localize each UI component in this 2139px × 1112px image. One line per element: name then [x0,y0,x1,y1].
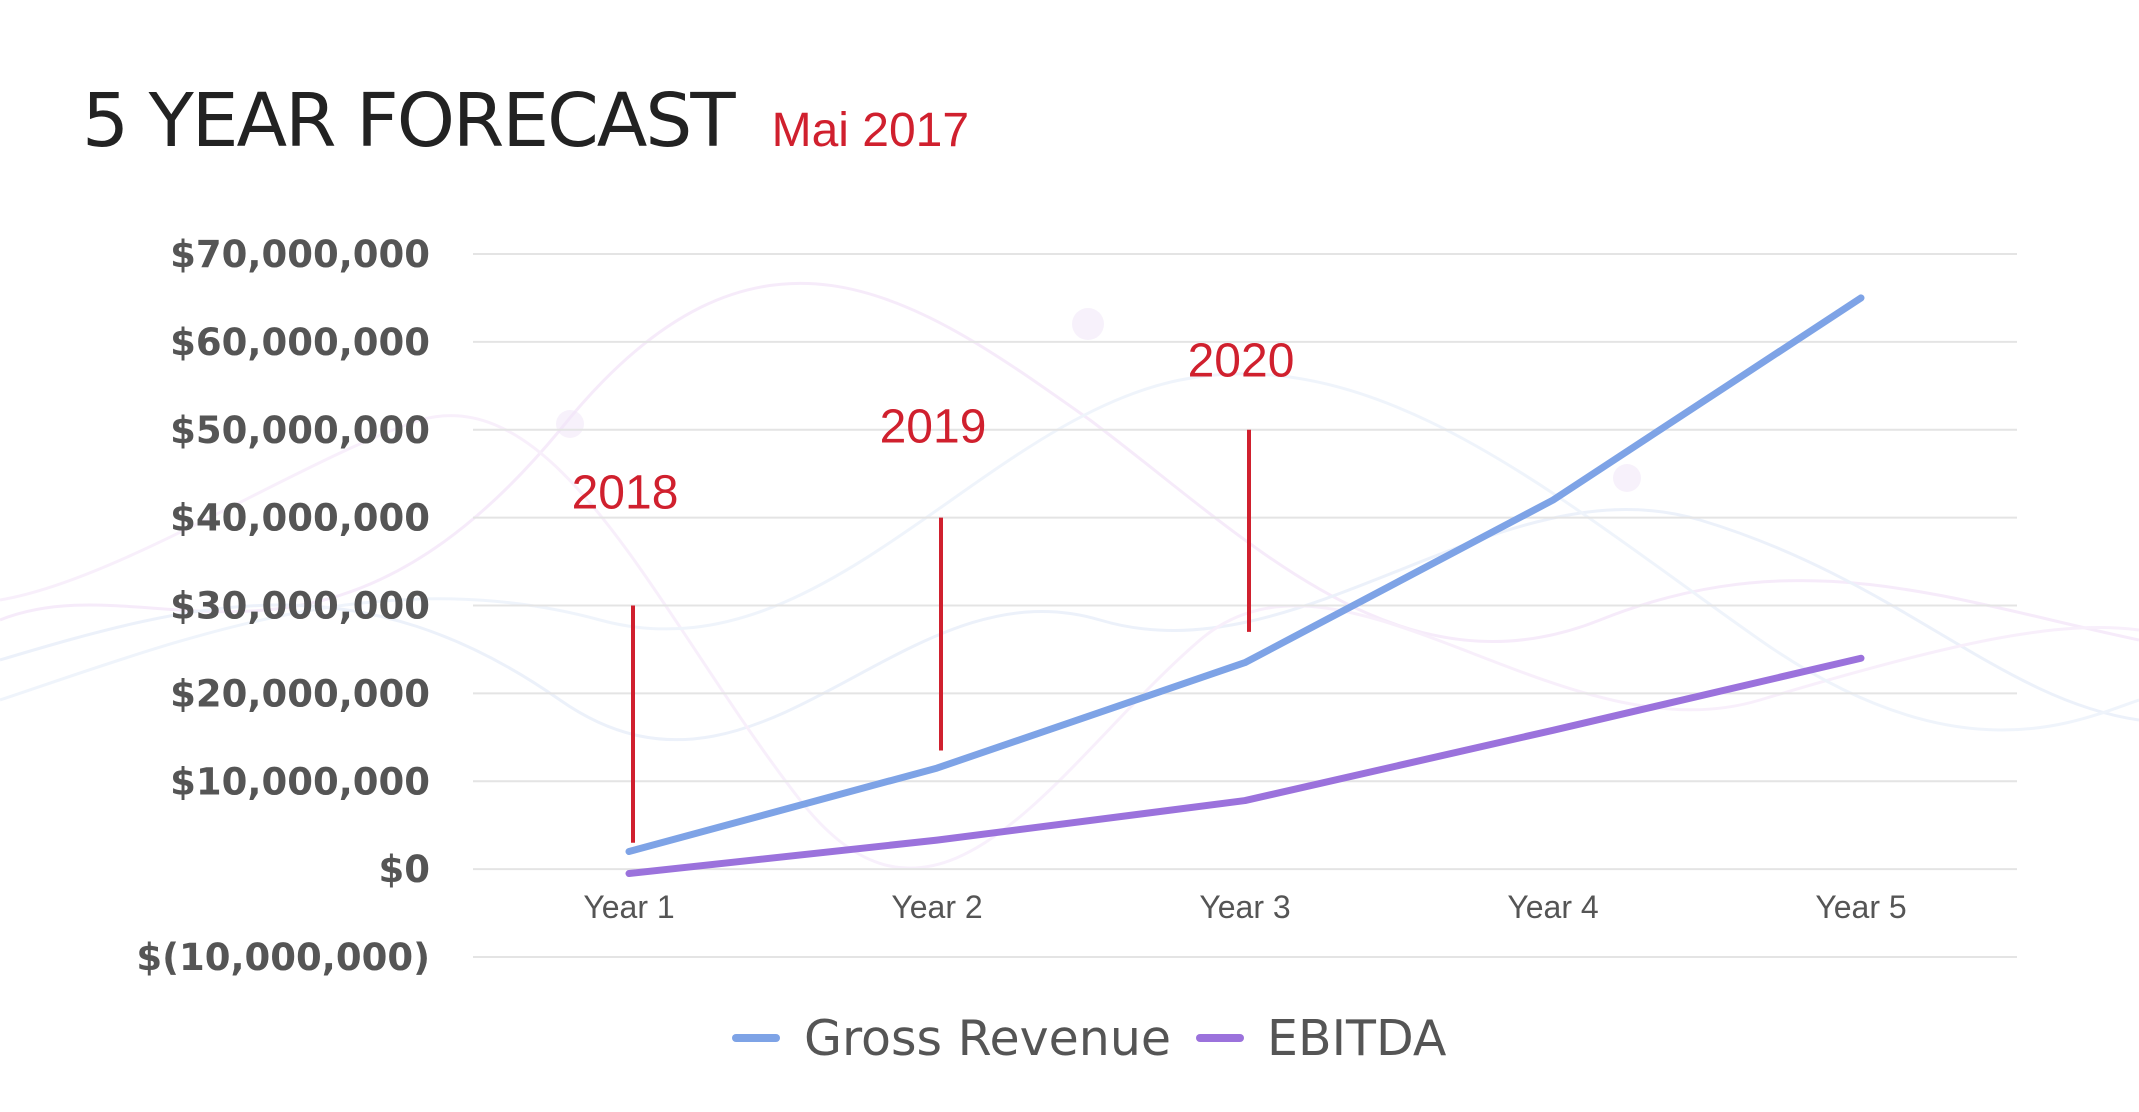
y-tick-label: $70,000,000 [170,233,430,276]
bg-wave-4 [0,372,2139,732]
y-tick-label: $40,000,000 [170,497,430,540]
y-tick-label: $20,000,000 [170,672,430,715]
legend-label: Gross Revenue [804,1010,1171,1067]
y-tick-label: $0 [379,848,431,891]
annotations: 2018 2019 2020 [572,334,1295,843]
bg-wave-2 [0,508,2139,742]
bg-dot-1 [556,410,584,438]
legend-label: EBITDA [1267,1010,1447,1067]
x-tick-label: Year 3 [1199,889,1290,925]
y-tick-label: $60,000,000 [170,321,430,364]
page-title: 5 YEAR FORECAST [82,78,736,164]
bg-wave-3 [0,414,2139,870]
x-tick-label: Year 2 [891,889,982,925]
grid-lines [473,253,2017,958]
series-lines [625,294,1865,878]
x-tick-label: Year 5 [1815,889,1906,925]
series-line-ebitda [625,654,1865,878]
x-tick-label: Year 4 [1507,889,1598,925]
annotation-label: 2019 [880,400,987,453]
y-tick-label: $10,000,000 [170,760,430,803]
annotation-label: 2018 [572,466,679,519]
annotation-label: 2020 [1188,334,1295,387]
series-line-gross-revenue [625,294,1865,856]
bg-dot-3 [1613,464,1641,492]
x-axis-labels: Year 1 Year 2 Year 3 Year 4 Year 5 [583,889,1906,925]
y-axis-labels: $70,000,000 $60,000,000 $50,000,000 $40,000… [136,233,430,979]
legend: Gross Revenue EBITDA [732,1010,1447,1067]
x-tick-label: Year 1 [583,889,674,925]
title-block: 5 YEAR FORECAST Mai 2017 [82,78,969,164]
y-tick-label: $30,000,000 [170,585,430,628]
y-tick-label: $50,000,000 [170,409,430,452]
page-subtitle: Mai 2017 [771,104,970,157]
bg-wave-1 [0,281,2139,644]
bg-dot-2 [1072,308,1104,340]
y-tick-label: $(10,000,000) [136,936,430,979]
